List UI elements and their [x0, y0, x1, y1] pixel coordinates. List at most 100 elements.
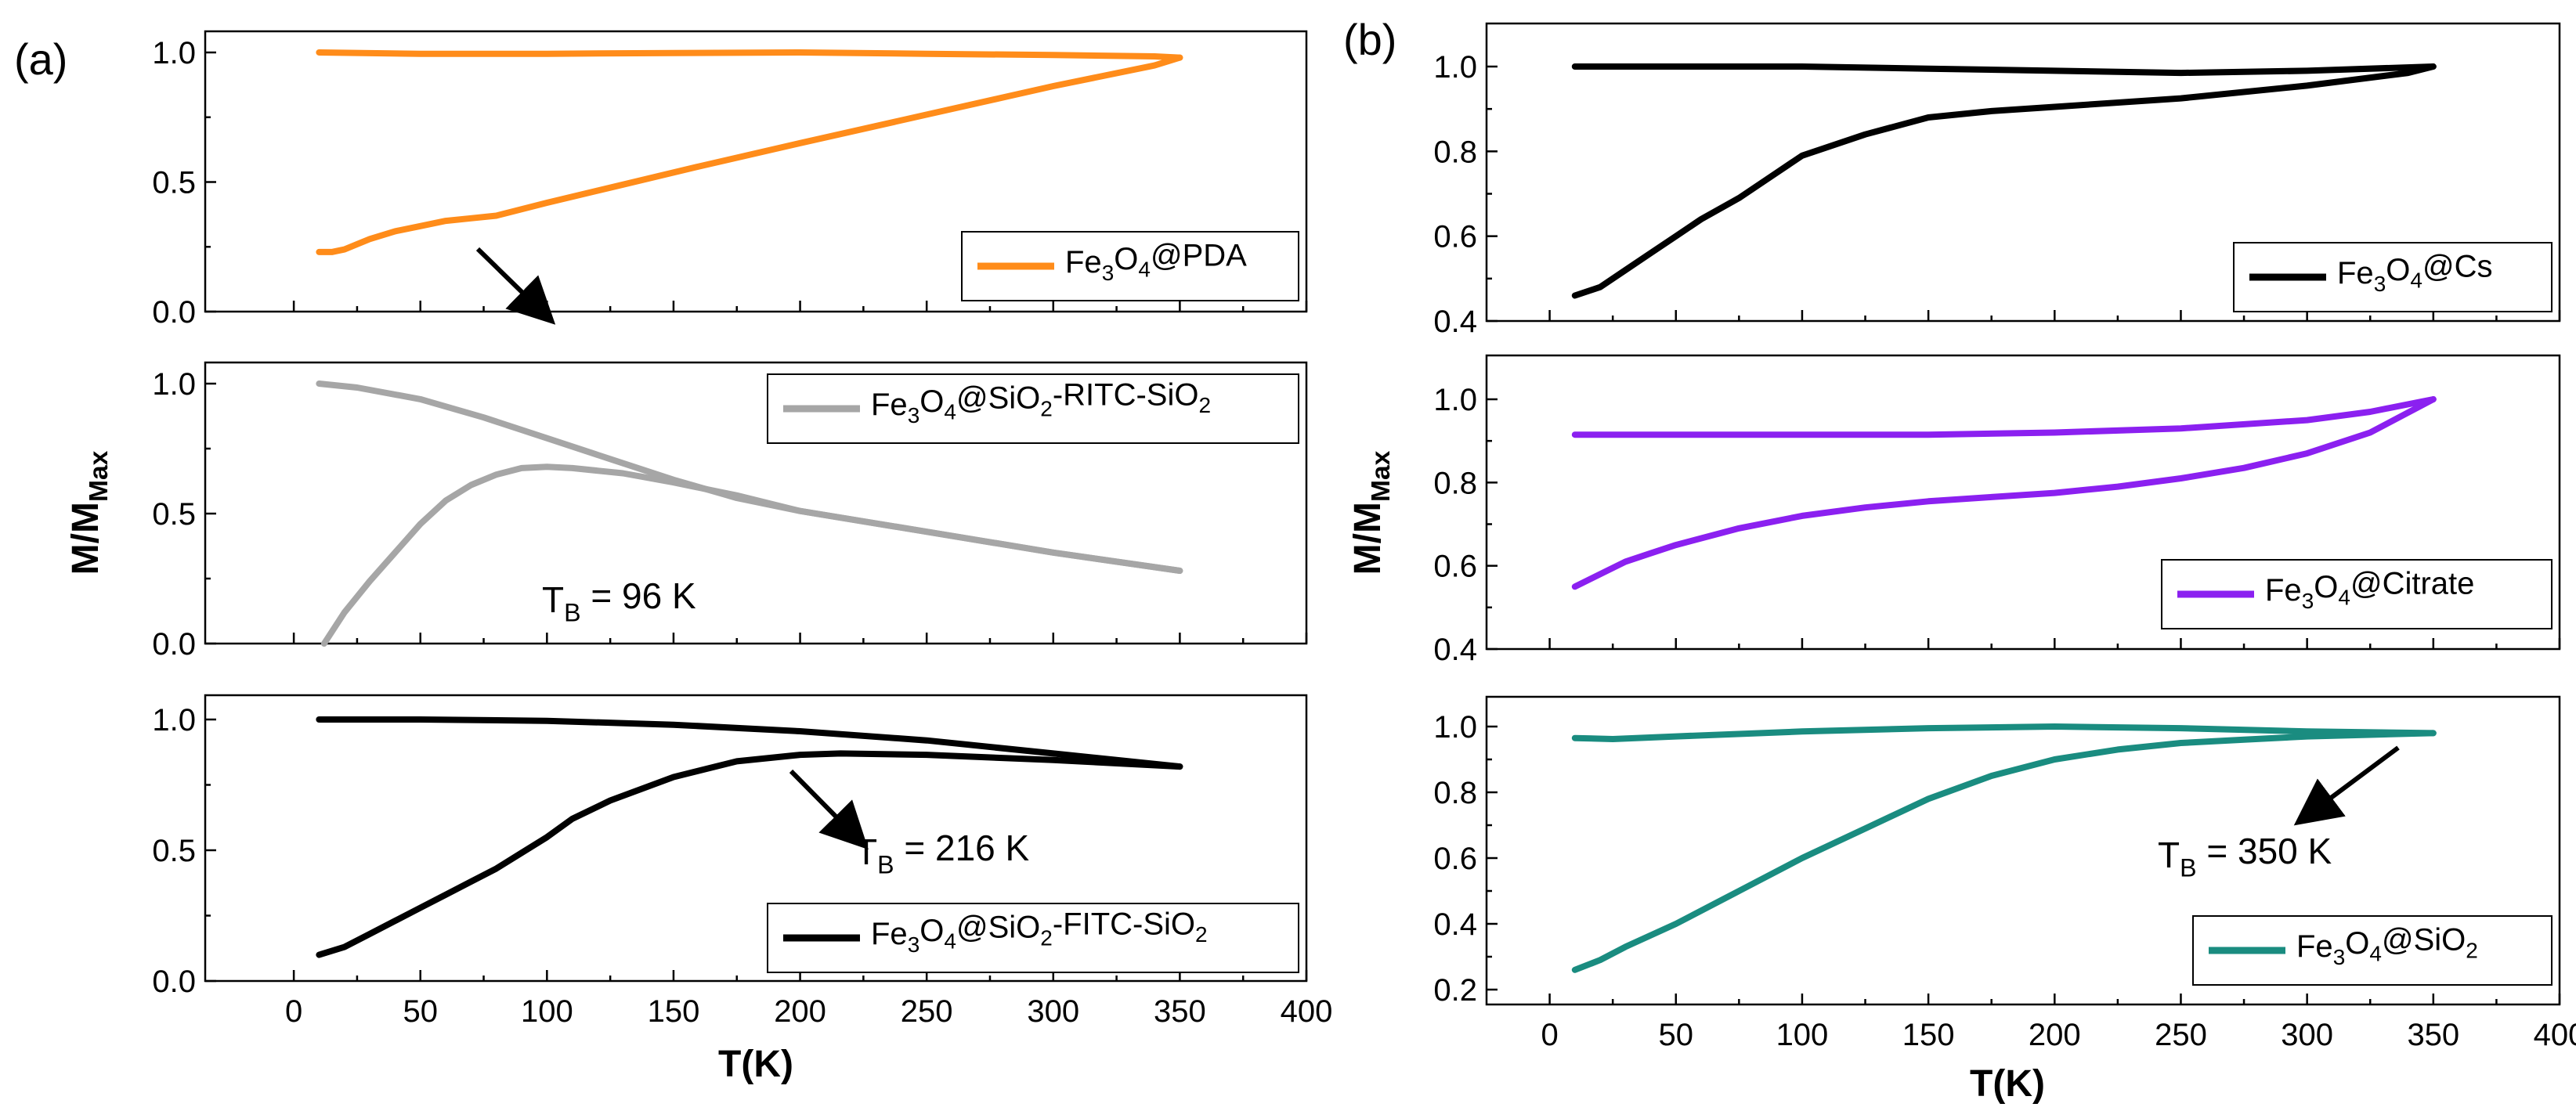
text-run: -FITC-SiO: [1053, 907, 1195, 941]
subscript: 2: [1195, 922, 1208, 947]
subplot-1: 0.0 0.5 1.0 Fe3O4@PDA: [152, 30, 1308, 330]
y-tick-label: 1.0: [1433, 383, 1477, 417]
text-run: -RITC-SiO: [1053, 377, 1199, 412]
legend: Fe3O4@SiO2: [2192, 915, 2553, 986]
x-tick-label: 50: [403, 994, 438, 1029]
plot-frame: [204, 694, 1308, 983]
plot-frame: [1485, 22, 2561, 323]
panel-label: (b): [1343, 15, 1396, 64]
text-run: @SiO: [956, 911, 1040, 945]
y-tick-label: 1.0: [1433, 710, 1477, 745]
text-run: Fe: [871, 917, 908, 951]
subscript: 2: [2466, 938, 2478, 962]
annotation-arrow: [789, 769, 869, 850]
plot-frame: [204, 361, 1308, 645]
y-axis-title: M/MMax: [65, 450, 114, 575]
x-tick-label: 200: [2029, 1018, 2081, 1052]
subscript: B: [877, 850, 894, 878]
annotation-label: TB = 350 K: [2158, 831, 2332, 882]
text-run: O: [2386, 253, 2410, 287]
legend: Fe3O4@SiO2-RITC-SiO2: [767, 373, 1299, 444]
legend-label: Fe3O4@SiO2: [2296, 923, 2478, 969]
y-tick-label: 0.8: [1433, 135, 1477, 169]
y-tick-label: 1.0: [152, 367, 196, 402]
subscript: 4: [1138, 258, 1151, 282]
y-tick-label: 0.4: [1433, 305, 1477, 339]
x-tick-label: 350: [2407, 1018, 2459, 1052]
subscript: 3: [2302, 589, 2314, 613]
text-run: T: [855, 831, 877, 872]
text-run: @SiO: [956, 381, 1040, 416]
text-run: Fe: [2265, 573, 2302, 608]
y-tick-label: 1.0: [1433, 50, 1477, 85]
x-tick-label: 0: [285, 994, 302, 1029]
subscript: B: [564, 598, 580, 626]
subscript: Max: [1367, 450, 1396, 502]
series-fc-line: [1571, 396, 2437, 438]
y-tick-label: 0.5: [152, 166, 196, 200]
legend: Fe3O4@Citrate: [2161, 559, 2553, 629]
subscript: 2: [1198, 393, 1211, 417]
subscript: 4: [944, 400, 956, 424]
subscript: 3: [2333, 945, 2346, 969]
series-zfc-line: [1571, 396, 2437, 590]
y-tick-label: 0.0: [152, 295, 196, 330]
subplot-3: 0.0 0.5 1.0 0 50 100 150 200 250 300 350 400 Fe3O4@S…: [152, 694, 1333, 1029]
text-run: O: [2345, 926, 2369, 961]
legend-label: Fe3O4@SiO2-FITC-SiO2: [871, 907, 1208, 956]
series-fc-line: [316, 716, 1183, 770]
y-tick-label: 0.6: [1433, 220, 1477, 254]
subplot-1: 0.4 0.6 0.8 1.0 Fe3O4@Cs: [1433, 22, 2561, 339]
annotation-arrow: [2293, 745, 2400, 826]
series-zfc-line: [316, 750, 1183, 958]
text-run: @SiO: [2382, 923, 2466, 958]
y-tick-label: 0.0: [152, 627, 196, 662]
y-tick-label: 0.5: [152, 834, 196, 868]
text-run: M/M: [1347, 502, 1389, 575]
series-zfc-line: [1571, 730, 2437, 973]
y-tick-label: 0.6: [1433, 842, 1477, 876]
series-fc-line: [316, 49, 1183, 61]
text-run: Fe: [871, 388, 908, 422]
x-tick-label: 300: [1027, 994, 1079, 1029]
x-tick-label: 250: [901, 994, 953, 1029]
legend: Fe3O4@SiO2-FITC-SiO2: [767, 903, 1299, 973]
text-run: T: [542, 579, 564, 620]
y-tick-label: 1.0: [152, 36, 196, 70]
text-run: Fe: [2337, 256, 2374, 290]
panel-label: (a): [14, 34, 67, 84]
subscript: 3: [2374, 272, 2386, 296]
subscript: 3: [1102, 261, 1115, 285]
subscript: 4: [2369, 942, 2382, 966]
series-fc-line: [1571, 63, 2437, 77]
annotation-label: TB = 96 K: [542, 575, 696, 626]
y-tick-label: 0.8: [1433, 776, 1477, 810]
text-run: = 350 K: [2197, 831, 2332, 871]
text-run: @Citrate: [2350, 567, 2474, 601]
y-tick-label: 1.0: [152, 703, 196, 738]
legend-box: [2192, 915, 2553, 986]
x-tick-label: 250: [2155, 1018, 2207, 1052]
y-tick-label: 0.8: [1433, 466, 1477, 500]
x-axis-title: T(K): [1970, 1063, 2045, 1105]
x-tick-label: 400: [2534, 1018, 2576, 1052]
x-tick-label: 100: [1776, 1018, 1829, 1052]
text-run: O: [919, 914, 944, 948]
series-fc-line: [1571, 723, 2437, 742]
legend-label: Fe3O4@Citrate: [2265, 567, 2474, 613]
subscript: 2: [1040, 925, 1053, 950]
y-axis-title-text: M/MMax: [65, 450, 114, 575]
x-tick-label: 150: [648, 994, 700, 1029]
subscript: 3: [908, 403, 920, 427]
y-tick-label: 0.2: [1433, 973, 1477, 1008]
plot-frame: [1485, 354, 2561, 651]
y-tick-label: 0.0: [152, 965, 196, 999]
legend: Fe3O4@PDA: [961, 231, 1299, 301]
subscript: 4: [2338, 586, 2350, 610]
x-tick-label: 400: [1281, 994, 1333, 1029]
legend-label: Fe3O4@SiO2-RITC-SiO2: [871, 377, 1211, 427]
legend-label: Fe3O4@Cs: [2337, 250, 2492, 296]
text-run: O: [2314, 570, 2338, 604]
y-tick-label: 0.4: [1433, 907, 1477, 942]
